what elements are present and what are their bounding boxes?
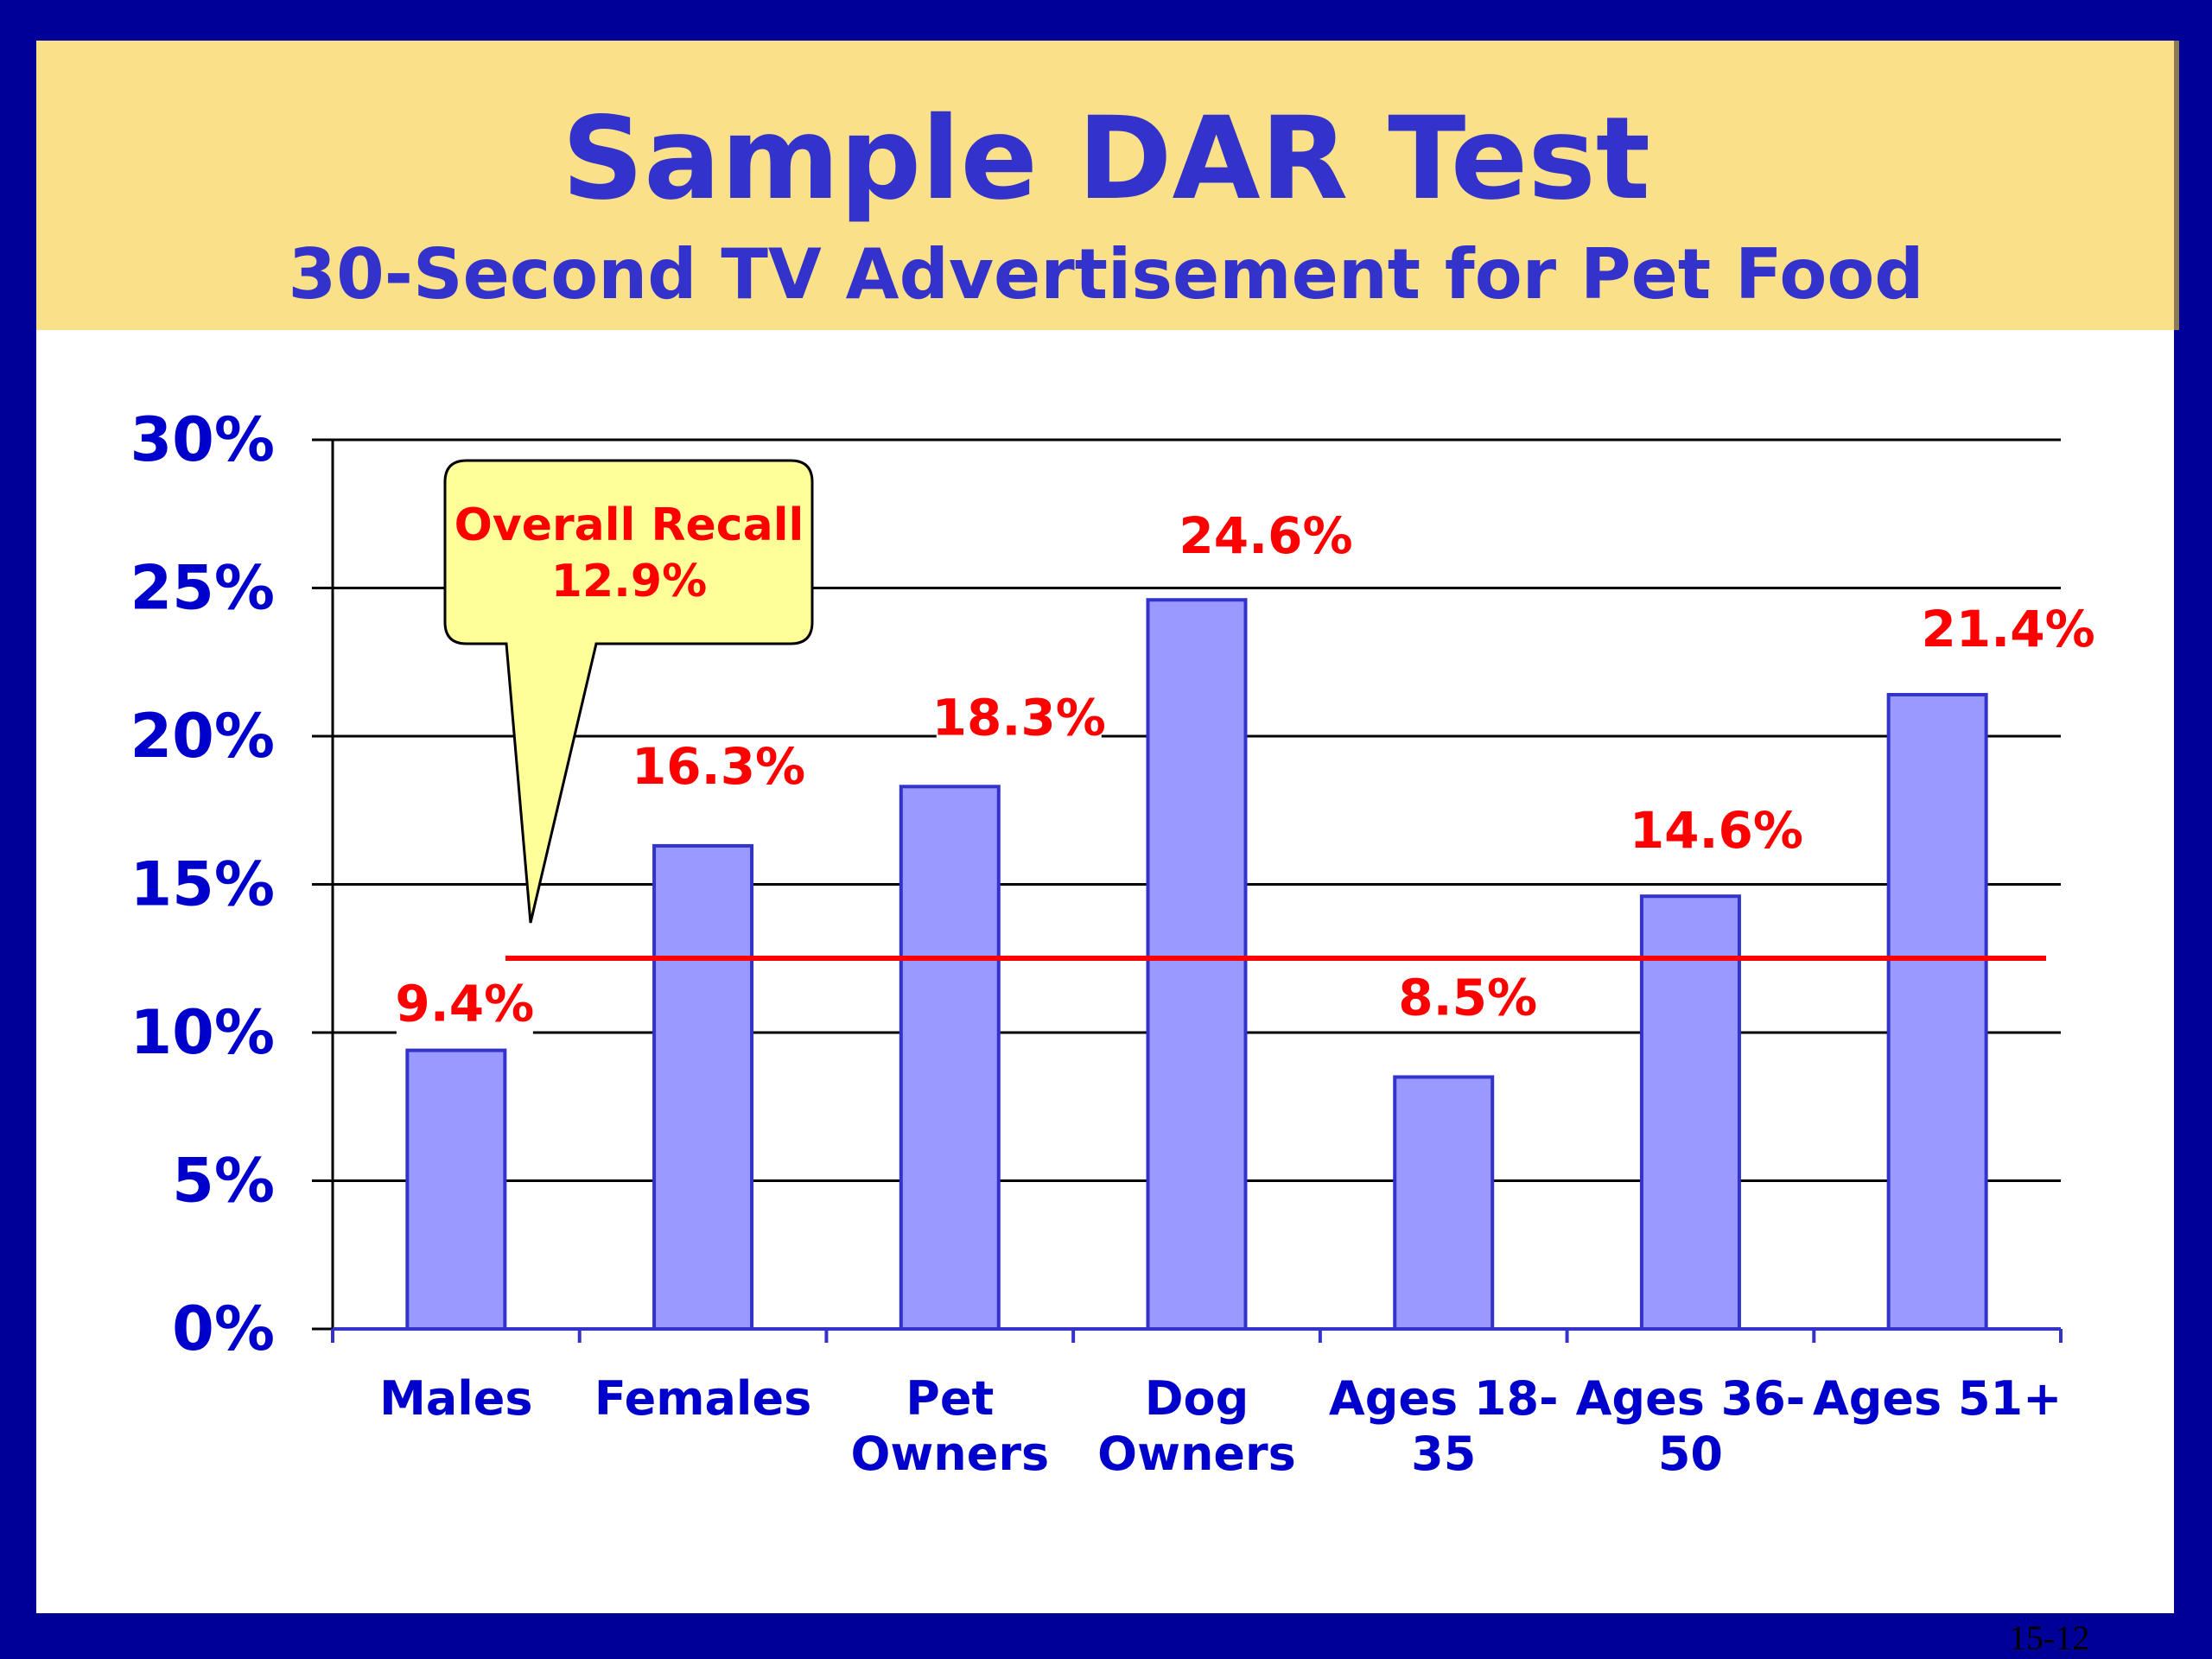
chart-title: Sample DAR Test [562,92,1650,226]
bar [1639,894,1741,1331]
x-tick-label-line: Owners [850,1427,1049,1481]
x-tick-label: Ages 36-50 [1576,1371,1806,1481]
x-tick-label: Males [379,1371,532,1426]
slide-number: 15-12 [2009,1618,2090,1657]
y-tick-label: 5% [172,1146,275,1217]
x-tick-label-line: Ages 36- [1576,1371,1806,1426]
value-label-background [636,738,802,798]
y-tick-label: 25% [130,553,275,624]
value-label-background [936,690,1102,749]
x-tick-label-line: Males [379,1371,532,1426]
x-tick-label-line: Dog [1145,1371,1249,1426]
bar-value-label: 24.6% [1179,506,1352,565]
y-tick-label: 30% [130,404,275,475]
bar [1393,1075,1495,1331]
x-tick-label: Females [594,1371,811,1426]
title-banner [36,41,2174,330]
x-tick-label-line: Owners [1097,1427,1296,1481]
x-tick-label: Ages 51+ [1813,1371,2062,1426]
value-label-background [1633,803,1799,862]
bar-value-label: 18.3% [932,688,1106,747]
x-tick-label-line: 50 [1658,1427,1723,1481]
value-label-background [1399,969,1536,1029]
bar-value-label: 16.3% [632,737,805,796]
y-tick-label: 15% [130,849,275,920]
x-tick-label-line: Females [594,1371,811,1426]
callout-value: 12.9% [551,556,707,607]
x-tick-label: Dog Owners [1097,1371,1296,1481]
bar-value-label: 9.4% [395,975,534,1033]
y-tick-label: 20% [130,701,275,772]
bar [899,785,1001,1331]
value-label-background [1183,508,1349,568]
x-tick-label-line: Pet [906,1371,994,1426]
bar-value-label: 8.5% [1398,968,1537,1027]
value-label-background [396,976,533,1035]
bar [405,1048,507,1331]
x-tick-label-line: 35 [1411,1427,1476,1481]
y-tick-label: 10% [130,997,275,1068]
callout-label: Overall Recall [454,499,804,551]
bar-value-label: 21.4% [1922,600,2095,658]
y-tick-label: 0% [172,1294,275,1364]
overall-recall-callout [443,459,814,924]
x-tick-label-line: Ages 18- [1329,1371,1559,1426]
value-label-background [1925,601,2091,660]
x-tick-label: Pet Owners [850,1371,1049,1481]
bar-value-label: 14.6% [1630,801,1803,860]
bar [652,843,754,1331]
chart-subtitle: 30-Second TV Advertisement for Pet Food [288,234,1924,315]
bar [1146,598,1248,1331]
bar [1886,692,1988,1331]
x-tick-label-line: Ages 51+ [1813,1371,2062,1426]
x-tick-label: Ages 18-35 [1329,1371,1559,1481]
